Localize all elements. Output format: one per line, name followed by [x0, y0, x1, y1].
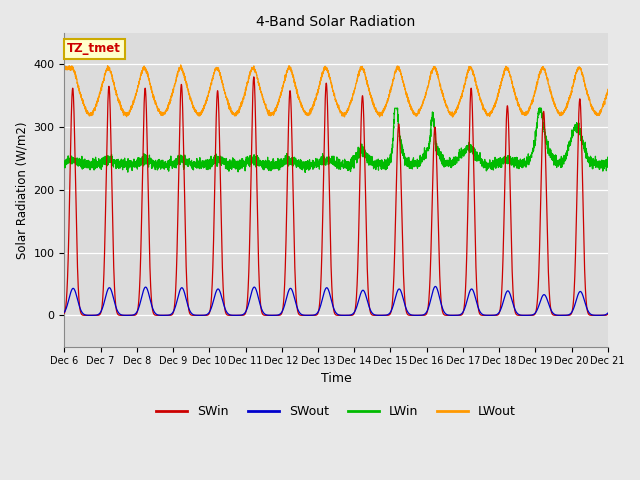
Title: 4-Band Solar Radiation: 4-Band Solar Radiation: [257, 15, 416, 29]
Text: TZ_tmet: TZ_tmet: [67, 42, 121, 55]
Legend: SWin, SWout, LWin, LWout: SWin, SWout, LWin, LWout: [151, 400, 521, 423]
Y-axis label: Solar Radiation (W/m2): Solar Radiation (W/m2): [15, 121, 28, 259]
X-axis label: Time: Time: [321, 372, 351, 385]
